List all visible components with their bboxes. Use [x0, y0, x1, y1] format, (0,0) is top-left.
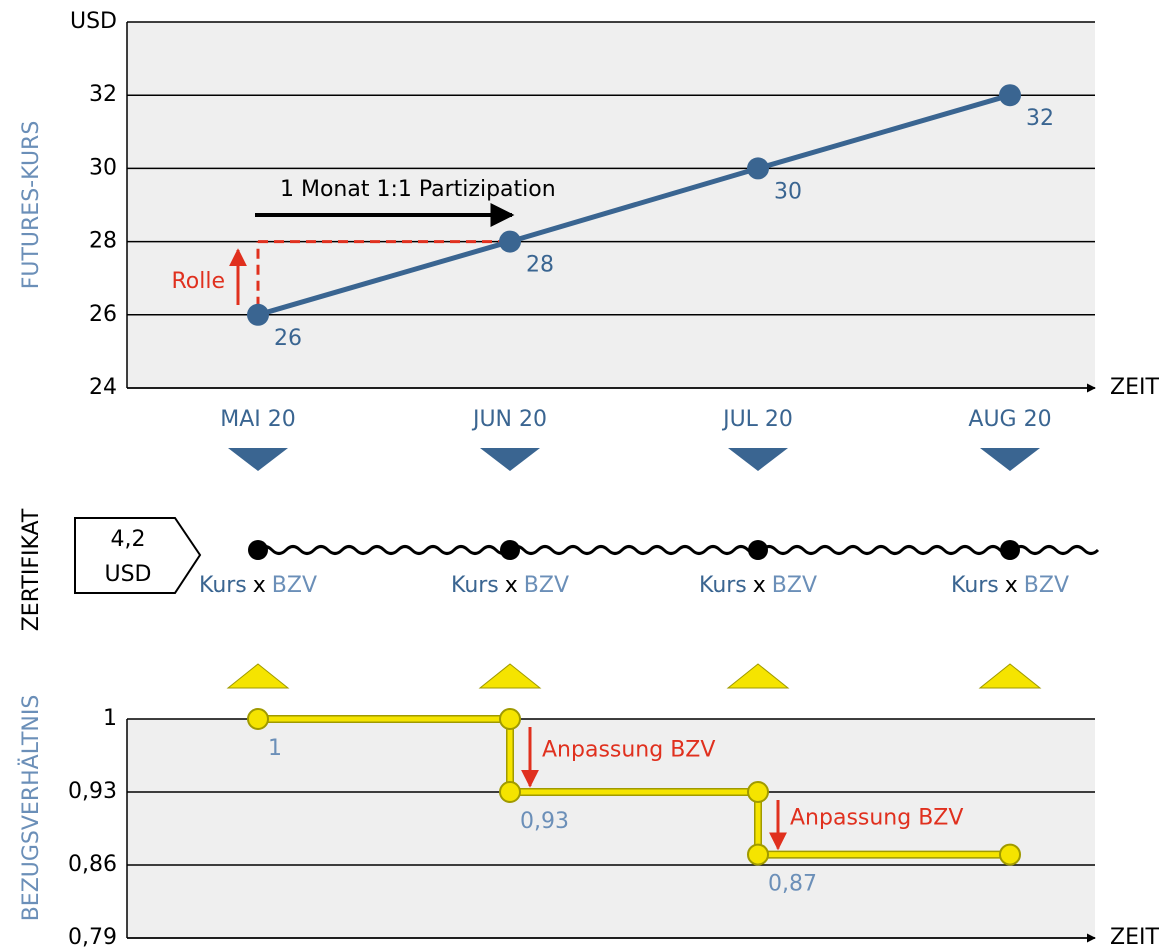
- price-label: 32: [1026, 106, 1054, 131]
- plot-bg: [127, 719, 1095, 938]
- down-triangle: [228, 448, 288, 471]
- formula-part: Kurs: [199, 573, 247, 598]
- up-triangle: [478, 663, 542, 689]
- y-tick-label: 24: [89, 375, 117, 400]
- roll-label: Rolle: [171, 269, 225, 294]
- x-axis-label: ZEIT: [1110, 375, 1159, 400]
- y-unit: USD: [70, 9, 117, 34]
- certificate-point: [248, 540, 268, 560]
- ratio-point: [747, 781, 769, 803]
- formula-part: BZV: [772, 573, 817, 598]
- ratio-label: 1: [268, 736, 282, 761]
- formula-part: x: [753, 573, 766, 598]
- x-tick-label: MAI 20: [220, 407, 296, 432]
- formula-part: Kurs: [951, 573, 999, 598]
- certificate-formula: Kurs x BZV: [199, 573, 317, 598]
- wave-line: [256, 545, 1100, 555]
- x-tick-label: JUN 20: [471, 407, 547, 432]
- y-tick-label: 26: [89, 302, 117, 327]
- price-line: [257, 92, 1011, 318]
- price-point: [499, 230, 521, 253]
- y-tick-label: 30: [89, 155, 117, 180]
- certificate-axis-label: ZERTIFIKAT: [19, 508, 44, 631]
- price-label: 26: [274, 326, 302, 351]
- certificate-price: 4,2: [111, 527, 146, 552]
- price-point: [999, 84, 1021, 107]
- y-axis-label: FUTURES-KURS: [19, 121, 44, 290]
- down-triangle: [728, 448, 788, 471]
- ratio-point: [999, 843, 1021, 866]
- formula-part: Kurs: [699, 573, 747, 598]
- down-triangle: [980, 448, 1040, 471]
- certificate-unit: USD: [104, 562, 151, 587]
- certificate-point: [500, 540, 520, 560]
- x-axis-label: ZEIT: [1110, 925, 1159, 949]
- up-triangle: [726, 663, 790, 689]
- price-point: [747, 157, 769, 180]
- y-tick-label: 1: [103, 706, 117, 731]
- price-label: 28: [526, 253, 554, 278]
- certificate-formula: Kurs x BZV: [699, 573, 817, 598]
- y-tick-label: 32: [89, 82, 117, 107]
- formula-part: x: [1005, 573, 1018, 598]
- y-tick-label: 0,86: [68, 852, 117, 877]
- participation-label: 1 Monat 1:1 Partizipation: [280, 177, 556, 202]
- formula-part: BZV: [272, 573, 317, 598]
- plot-bg: [127, 22, 1095, 388]
- ratio-label: 0,93: [520, 809, 569, 834]
- ratio-point: [499, 781, 521, 803]
- formula-part: x: [253, 573, 266, 598]
- up-triangle: [978, 663, 1042, 689]
- certificate-point: [1000, 540, 1020, 560]
- ratio-line: [258, 716, 1010, 858]
- price-point: [247, 303, 269, 326]
- y-axis-label: BEZUGSVERHÄLTNIS: [18, 695, 44, 922]
- x-tick-label: AUG 20: [968, 407, 1051, 432]
- x-tick-label: JUL 20: [721, 407, 793, 432]
- y-tick-label: 0,93: [68, 779, 117, 804]
- ratio-point: [499, 708, 521, 730]
- formula-part: BZV: [1024, 573, 1069, 598]
- y-tick-label: 0,79: [68, 925, 117, 949]
- certificate-formula: Kurs x BZV: [451, 573, 569, 598]
- ratio-point: [747, 843, 769, 866]
- down-triangle: [480, 448, 540, 471]
- formula-part: BZV: [524, 573, 569, 598]
- formula-part: Kurs: [451, 573, 499, 598]
- adjust-label: Anpassung BZV: [790, 805, 963, 830]
- certificate-point: [748, 540, 768, 560]
- up-triangle: [226, 663, 290, 689]
- price-label: 30: [774, 179, 802, 204]
- y-tick-label: 28: [89, 229, 117, 254]
- formula-part: x: [505, 573, 518, 598]
- adjust-label: Anpassung BZV: [542, 738, 715, 763]
- certificate-box: [74, 517, 202, 594]
- certificate-formula: Kurs x BZV: [951, 573, 1069, 598]
- ratio-label: 0,87: [768, 872, 817, 897]
- ratio-point: [247, 708, 269, 730]
